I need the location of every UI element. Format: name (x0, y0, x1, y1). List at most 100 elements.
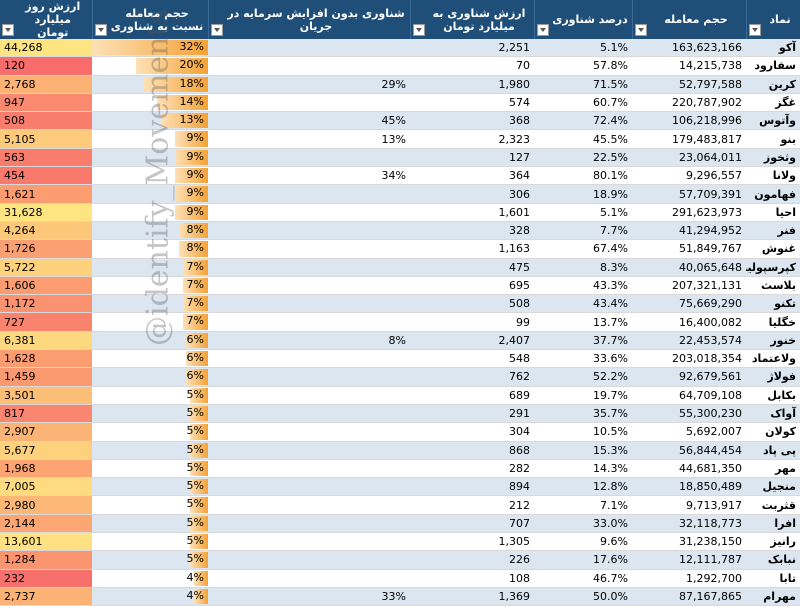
filter-dropdown-icon[interactable] (536, 24, 549, 36)
filter-dropdown-icon[interactable] (634, 24, 647, 36)
cell-darsad[interactable]: 10.5% (534, 422, 632, 442)
cell-arzesh-shenavari[interactable]: 762 (410, 367, 534, 387)
cell-shenavari-bedun[interactable] (208, 56, 410, 76)
cell-hajm[interactable]: 23,064,011 (632, 148, 746, 168)
cell-arzesh-ruz[interactable]: 5,722 (0, 258, 92, 277)
cell-nemad[interactable]: تابا (746, 569, 800, 588)
cell-arzesh-shenavari[interactable]: 364 (410, 166, 534, 186)
cell-arzesh-ruz[interactable]: 7,005 (0, 477, 92, 497)
cell-darsad[interactable]: 71.5% (534, 75, 632, 94)
cell-darsad[interactable]: 46.7% (534, 569, 632, 588)
cell-hajm-nesbat[interactable]: 5% (92, 514, 208, 534)
cell-hajm-nesbat[interactable]: 5% (92, 441, 208, 460)
cell-arzesh-shenavari[interactable]: 306 (410, 184, 534, 204)
cell-shenavari-bedun[interactable] (208, 459, 410, 479)
cell-shenavari-bedun[interactable] (208, 477, 410, 497)
cell-arzesh-shenavari[interactable]: 70 (410, 56, 534, 76)
cell-arzesh-ruz[interactable]: 13,601 (0, 532, 92, 552)
cell-shenavari-bedun[interactable] (208, 422, 410, 442)
cell-hajm-nesbat[interactable]: 7% (92, 294, 208, 314)
cell-arzesh-ruz[interactable]: 1,621 (0, 184, 92, 204)
cell-shenavari-bedun[interactable] (208, 532, 410, 552)
cell-darsad[interactable]: 57.8% (534, 56, 632, 76)
cell-arzesh-ruz[interactable]: 1,284 (0, 550, 92, 570)
cell-darsad[interactable]: 7.1% (534, 495, 632, 515)
cell-hajm[interactable]: 75,669,290 (632, 294, 746, 314)
cell-darsad[interactable]: 5.1% (534, 39, 632, 58)
cell-nemad[interactable]: آکو (746, 39, 800, 58)
cell-hajm[interactable]: 5,692,007 (632, 422, 746, 442)
cell-darsad[interactable]: 22.5% (534, 148, 632, 168)
cell-arzesh-ruz[interactable]: 5,105 (0, 129, 92, 149)
cell-nemad[interactable]: کپرسپولیس (746, 258, 800, 277)
cell-darsad[interactable]: 18.9% (534, 184, 632, 204)
cell-hajm[interactable]: 44,681,350 (632, 459, 746, 479)
cell-hajm[interactable]: 41,294,952 (632, 221, 746, 241)
cell-darsad[interactable]: 9.6% (534, 532, 632, 552)
cell-hajm-nesbat[interactable]: 9% (92, 203, 208, 222)
cell-darsad[interactable]: 19.7% (534, 386, 632, 405)
cell-hajm[interactable]: 57,709,391 (632, 184, 746, 204)
cell-shenavari-bedun[interactable] (208, 514, 410, 534)
cell-arzesh-shenavari[interactable]: 475 (410, 258, 534, 277)
cell-arzesh-ruz[interactable]: 3,501 (0, 386, 92, 405)
cell-hajm-nesbat[interactable]: 9% (92, 129, 208, 149)
cell-nemad[interactable]: فهامون (746, 184, 800, 204)
cell-nemad[interactable]: بلاسث (746, 276, 800, 296)
cell-hajm[interactable]: 52,797,588 (632, 75, 746, 94)
cell-darsad[interactable]: 8.3% (534, 258, 632, 277)
cell-hajm-nesbat[interactable]: 9% (92, 184, 208, 204)
cell-nemad[interactable]: سفارود (746, 56, 800, 76)
cell-arzesh-ruz[interactable]: 2,980 (0, 495, 92, 515)
cell-hajm-nesbat[interactable]: 5% (92, 532, 208, 552)
cell-hajm[interactable]: 163,623,166 (632, 39, 746, 58)
cell-arzesh-shenavari[interactable]: 328 (410, 221, 534, 241)
cell-hajm-nesbat[interactable]: 5% (92, 404, 208, 424)
cell-arzesh-shenavari[interactable]: 548 (410, 349, 534, 369)
filter-dropdown-icon[interactable] (2, 24, 14, 36)
cell-darsad[interactable]: 45.5% (534, 129, 632, 149)
cell-arzesh-shenavari[interactable]: 226 (410, 550, 534, 570)
cell-arzesh-ruz[interactable]: 454 (0, 166, 92, 186)
cell-shenavari-bedun[interactable] (208, 386, 410, 405)
cell-nemad[interactable]: منجیل (746, 477, 800, 497)
cell-shenavari-bedun[interactable] (208, 349, 410, 369)
cell-nemad[interactable]: ولانا (746, 166, 800, 186)
cell-arzesh-ruz[interactable]: 6,381 (0, 331, 92, 351)
cell-nemad[interactable]: وثخوز (746, 148, 800, 168)
cell-shenavari-bedun[interactable] (208, 495, 410, 515)
cell-nemad[interactable]: خنور (746, 331, 800, 351)
cell-hajm-nesbat[interactable]: 8% (92, 239, 208, 259)
cell-nemad[interactable]: بکابل (746, 386, 800, 405)
cell-hajm-nesbat[interactable]: 4% (92, 587, 208, 606)
cell-darsad[interactable]: 17.6% (534, 550, 632, 570)
cell-arzesh-shenavari[interactable]: 1,601 (410, 203, 534, 222)
cell-nemad[interactable]: احیا (746, 203, 800, 222)
cell-nemad[interactable]: نبابک (746, 550, 800, 570)
cell-arzesh-shenavari[interactable]: 2,323 (410, 129, 534, 149)
cell-darsad[interactable]: 7.7% (534, 221, 632, 241)
cell-hajm[interactable]: 40,065,648 (632, 258, 746, 277)
cell-arzesh-ruz[interactable]: 508 (0, 111, 92, 131)
cell-shenavari-bedun[interactable] (208, 239, 410, 259)
cell-arzesh-shenavari[interactable]: 695 (410, 276, 534, 296)
cell-darsad[interactable]: 67.4% (534, 239, 632, 259)
cell-shenavari-bedun[interactable] (208, 312, 410, 332)
cell-hajm-nesbat[interactable]: 20% (92, 56, 208, 76)
cell-arzesh-shenavari[interactable]: 304 (410, 422, 534, 442)
cell-hajm-nesbat[interactable]: 4% (92, 569, 208, 588)
filter-dropdown-icon[interactable] (748, 24, 761, 36)
cell-nemad[interactable]: وآتوس (746, 111, 800, 131)
cell-darsad[interactable]: 43.4% (534, 294, 632, 314)
cell-hajm[interactable]: 14,215,738 (632, 56, 746, 76)
cell-hajm-nesbat[interactable]: 9% (92, 148, 208, 168)
cell-darsad[interactable]: 60.7% (534, 93, 632, 113)
cell-hajm-nesbat[interactable]: 5% (92, 550, 208, 570)
cell-hajm-nesbat[interactable]: 6% (92, 367, 208, 387)
cell-hajm[interactable]: 18,850,489 (632, 477, 746, 497)
cell-darsad[interactable]: 33.0% (534, 514, 632, 534)
cell-nemad[interactable]: بنو (746, 129, 800, 149)
cell-arzesh-shenavari[interactable]: 282 (410, 459, 534, 479)
cell-hajm[interactable]: 179,483,817 (632, 129, 746, 149)
cell-hajm[interactable]: 207,321,131 (632, 276, 746, 296)
